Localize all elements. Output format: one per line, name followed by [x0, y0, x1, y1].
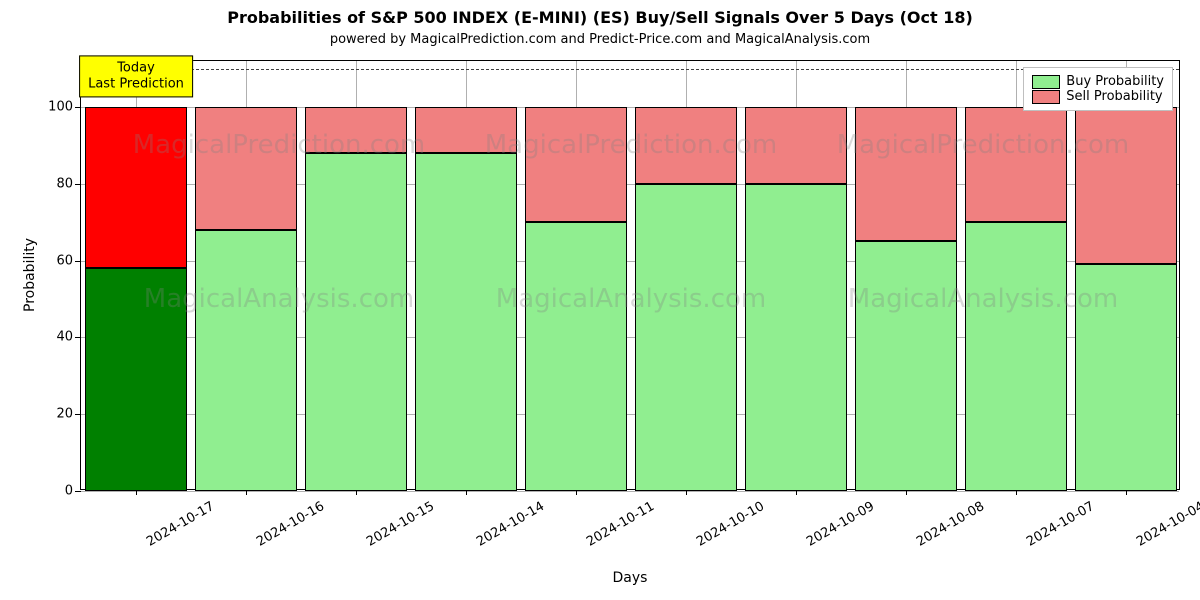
legend-label: Buy Probability [1066, 74, 1164, 89]
bar-sell [1075, 107, 1176, 264]
bar-sell [525, 107, 626, 222]
bar-sell [195, 107, 296, 230]
bar-buy [635, 184, 736, 491]
bar-buy [965, 222, 1066, 491]
legend-item: Buy Probability [1032, 74, 1164, 89]
bar-buy [305, 153, 406, 491]
chart-title: Probabilities of S&P 500 INDEX (E-MINI) … [0, 8, 1200, 27]
legend-swatch [1032, 90, 1060, 104]
xtick-label: 2024-10-14 [474, 499, 547, 550]
ytick-label: 40 [56, 330, 81, 345]
xtick-label: 2024-10-07 [1024, 499, 1097, 550]
xtick-label: 2024-10-04 [1134, 499, 1200, 550]
legend-item: Sell Probability [1032, 89, 1164, 104]
x-axis-label: Days [613, 570, 648, 586]
legend: Buy ProbabilitySell Probability [1023, 67, 1173, 111]
y-axis-label: Probability [22, 238, 38, 312]
ytick-label: 0 [65, 484, 81, 499]
dashed-reference-line [81, 69, 1179, 70]
bar-buy [415, 153, 516, 491]
xtick-label: 2024-10-15 [364, 499, 437, 550]
bar-sell [745, 107, 846, 184]
annotation-line: Last Prediction [88, 76, 184, 92]
xtick-label: 2024-10-10 [694, 499, 767, 550]
bar-sell [855, 107, 956, 241]
xtick-label: 2024-10-09 [804, 499, 877, 550]
bar-sell [305, 107, 406, 153]
bar-buy [195, 230, 296, 491]
bar-sell [415, 107, 516, 153]
xtick-label: 2024-10-17 [144, 499, 217, 550]
annotation-line: Today [88, 61, 184, 77]
annotation-today: TodayLast Prediction [79, 56, 193, 97]
legend-label: Sell Probability [1066, 89, 1162, 104]
bar-buy [1075, 264, 1176, 491]
chart-subtitle: powered by MagicalPrediction.com and Pre… [0, 32, 1200, 47]
bar-sell [965, 107, 1066, 222]
xtick-label: 2024-10-08 [914, 499, 987, 550]
legend-swatch [1032, 75, 1060, 89]
ytick-label: 20 [56, 407, 81, 422]
bar-buy [855, 241, 956, 491]
bar-buy [525, 222, 626, 491]
bar-buy [85, 268, 186, 491]
bar-sell [85, 107, 186, 268]
plot-area: 0204060801002024-10-172024-10-162024-10-… [80, 60, 1180, 490]
bar-buy [745, 184, 846, 491]
ytick-label: 60 [56, 253, 81, 268]
xtick-label: 2024-10-16 [254, 499, 327, 550]
ytick-label: 80 [56, 176, 81, 191]
bar-sell [635, 107, 736, 184]
ytick-label: 100 [48, 100, 81, 115]
xtick-label: 2024-10-11 [584, 499, 657, 550]
